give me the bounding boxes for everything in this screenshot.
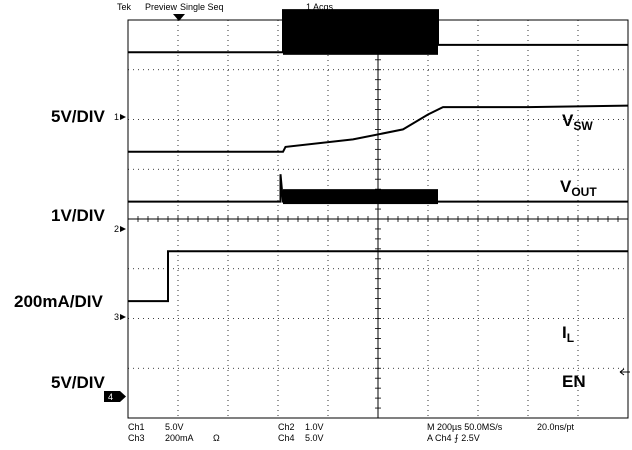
footer-trigger: A Ch4 ⨍ 2.5V — [427, 433, 480, 443]
footer-ch3-scale: 200mA — [165, 433, 194, 443]
channel-marker-1[interactable]: 1 — [114, 112, 126, 122]
svg-text:3: 3 — [114, 312, 119, 322]
footer-ch1: Ch1 — [128, 422, 145, 432]
trace-vsw — [128, 9, 628, 55]
vdiv-label-ch1: 5V/DIV — [51, 107, 106, 126]
trace-line-il — [128, 174, 628, 203]
header-acquisition: Single Seq — [180, 2, 224, 12]
switching-band-vsw — [283, 10, 438, 55]
trace-label-vout: VOUT — [560, 177, 597, 199]
footer-ch2: Ch2 — [278, 422, 295, 432]
footer-timebase: M 200µs 50.0MS/s — [427, 422, 503, 432]
trace-label-en: EN — [562, 372, 586, 391]
footer-ch2-scale: 1.0V — [305, 422, 324, 432]
trace-line-vsw — [128, 9, 628, 54]
trace-label-vsw: VSW — [562, 111, 593, 133]
vdiv-label-ch4: 5V/DIV — [51, 373, 106, 392]
channel-marker-3[interactable]: 3 — [114, 312, 126, 322]
channel-marker-4[interactable]: 4 — [104, 391, 126, 402]
trace-en — [128, 250, 628, 303]
trace-line-vout — [128, 104, 629, 153]
vdiv-label-ch2: 1V/DIV — [51, 206, 106, 225]
vdiv-label-ch3: 200mA/DIV — [14, 292, 103, 311]
footer-ch3-unit: Ω — [213, 433, 220, 443]
svg-text:1: 1 — [114, 112, 119, 122]
footer-ch4: Ch4 — [278, 433, 295, 443]
footer-sample-interval: 20.0ns/pt — [537, 422, 575, 432]
header-acqs: 1 Acqs — [306, 2, 334, 12]
trace-vout — [128, 104, 629, 153]
svg-text:4: 4 — [108, 392, 113, 402]
trace-label-il: IL — [562, 323, 574, 345]
trigger-position-icon — [173, 14, 185, 21]
traces — [128, 9, 629, 303]
trace-line-en — [128, 250, 628, 303]
footer-ch4-scale: 5.0V — [305, 433, 324, 443]
trigger-level-arrow-icon — [619, 368, 630, 376]
graticule — [127, 19, 629, 419]
header-brand: Tek — [117, 2, 132, 12]
channel-marker-2[interactable]: 2 — [114, 224, 126, 234]
switching-band-il — [283, 189, 438, 205]
trace-il — [128, 174, 628, 205]
header-mode: Preview — [145, 2, 178, 12]
footer-ch1-scale: 5.0V — [165, 422, 184, 432]
svg-text:2: 2 — [114, 224, 119, 234]
footer-ch3: Ch3 — [128, 433, 145, 443]
